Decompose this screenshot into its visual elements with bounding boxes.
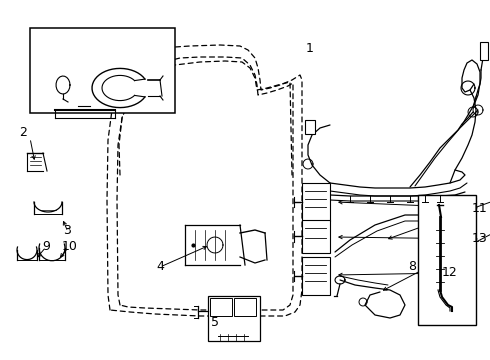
Text: 11: 11 <box>472 202 488 215</box>
Text: 10: 10 <box>62 240 78 253</box>
Bar <box>302 257 330 295</box>
Bar <box>480 42 488 60</box>
Text: 2: 2 <box>19 126 27 139</box>
Text: 4: 4 <box>156 261 164 274</box>
Text: 3: 3 <box>63 224 71 237</box>
Text: 1: 1 <box>306 42 314 55</box>
Bar <box>302 220 330 253</box>
Bar <box>208 296 260 341</box>
Bar <box>30 28 175 113</box>
Bar <box>210 298 232 316</box>
Bar <box>305 120 315 134</box>
Text: 9: 9 <box>42 240 50 253</box>
Text: 8: 8 <box>408 260 416 273</box>
Bar <box>418 195 476 325</box>
Text: 12: 12 <box>442 266 458 279</box>
Bar <box>234 298 256 316</box>
Text: 13: 13 <box>472 233 488 246</box>
Text: 5: 5 <box>211 316 219 329</box>
Bar <box>302 183 330 221</box>
